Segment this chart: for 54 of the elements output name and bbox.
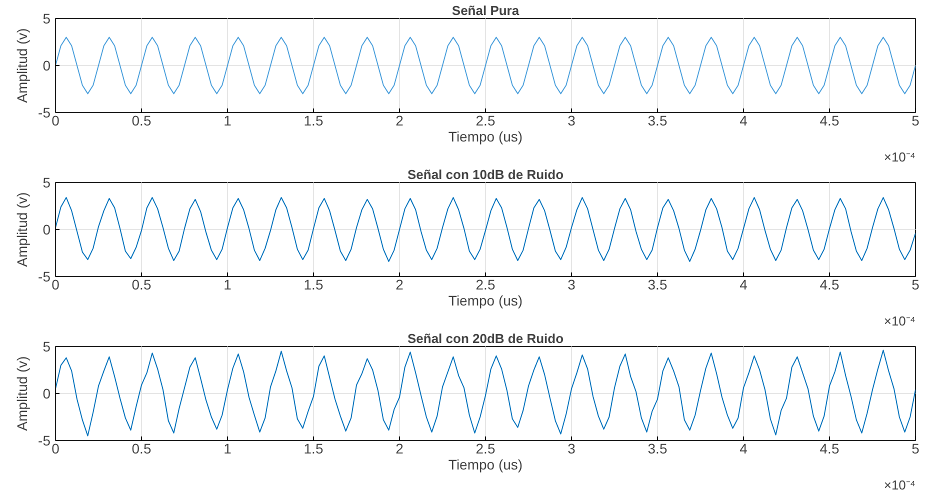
- y-axis-title: Amplitud (v): [14, 356, 30, 431]
- y-tick-label: -5: [38, 432, 51, 448]
- chart-title: Señal con 20dB de Ruido: [407, 331, 564, 346]
- x-tick-label: 1: [224, 276, 232, 292]
- y-axis-title: Amplitud (v): [14, 28, 30, 103]
- x-axis-title: Tiempo (us): [448, 456, 523, 472]
- line-series: [56, 197, 916, 262]
- x-tick-label: 4: [740, 112, 748, 128]
- x-tick-label: 4.5: [820, 112, 840, 128]
- x-tick-label: 3.5: [648, 440, 668, 456]
- x-tick-label: 5: [912, 112, 920, 128]
- x-tick-label: 2: [396, 112, 404, 128]
- line-series: [56, 36, 916, 94]
- y-tick-label: 0: [42, 58, 51, 74]
- x-tick-label: 3.5: [648, 276, 668, 292]
- y-tick-label: 5: [42, 174, 51, 190]
- text: ×10⁻⁴: [884, 314, 916, 328]
- y-tick-label: 5: [42, 10, 51, 26]
- x-tick-label: 2.5: [476, 440, 496, 456]
- x-tick-label: 1.5: [304, 112, 324, 128]
- x-tick-label: 1: [224, 440, 232, 456]
- x-tick-label: 0.5: [132, 112, 152, 128]
- x-tick-label: 2: [396, 440, 404, 456]
- x-tick-label: 2.5: [476, 276, 496, 292]
- x-tick-label: 4: [740, 276, 748, 292]
- x-axis-title: Tiempo (us): [448, 292, 523, 308]
- y-axis-title: Amplitud (v): [14, 192, 30, 267]
- y-tick-label: -5: [38, 104, 51, 120]
- x-tick-label: 2.5: [476, 112, 496, 128]
- y-tick-label: 0: [42, 222, 51, 238]
- y-tick-label: 0: [42, 386, 51, 402]
- x-tick-label: 1: [224, 112, 232, 128]
- line-series: [56, 350, 916, 436]
- text: ×10⁻⁴: [884, 478, 916, 492]
- x-tick-label: 3: [568, 440, 576, 456]
- x-tick-label: 4.5: [820, 276, 840, 292]
- x-tick-label: 4.5: [820, 440, 840, 456]
- x-tick-label: 5: [912, 276, 920, 292]
- y-tick-label: -5: [38, 268, 51, 284]
- x-tick-label: 3.5: [648, 112, 668, 128]
- x-tick-label: 3: [568, 112, 576, 128]
- x-tick-label: 0.5: [132, 276, 152, 292]
- x-tick-label: 0.5: [132, 440, 152, 456]
- x-tick-label: 4: [740, 440, 748, 456]
- x-tick-label: 2: [396, 276, 404, 292]
- x-tick-label: 5: [912, 440, 920, 456]
- x-tick-label: 1.5: [304, 276, 324, 292]
- text: ×10⁻⁴: [884, 150, 916, 164]
- x-tick-label: 1.5: [304, 440, 324, 456]
- x-tick-label: 3: [568, 276, 576, 292]
- chart-title: Señal con 10dB de Ruido: [407, 167, 564, 182]
- chart-title: Señal Pura: [452, 3, 520, 18]
- y-tick-label: 5: [42, 338, 51, 354]
- x-axis-title: Tiempo (us): [448, 128, 523, 144]
